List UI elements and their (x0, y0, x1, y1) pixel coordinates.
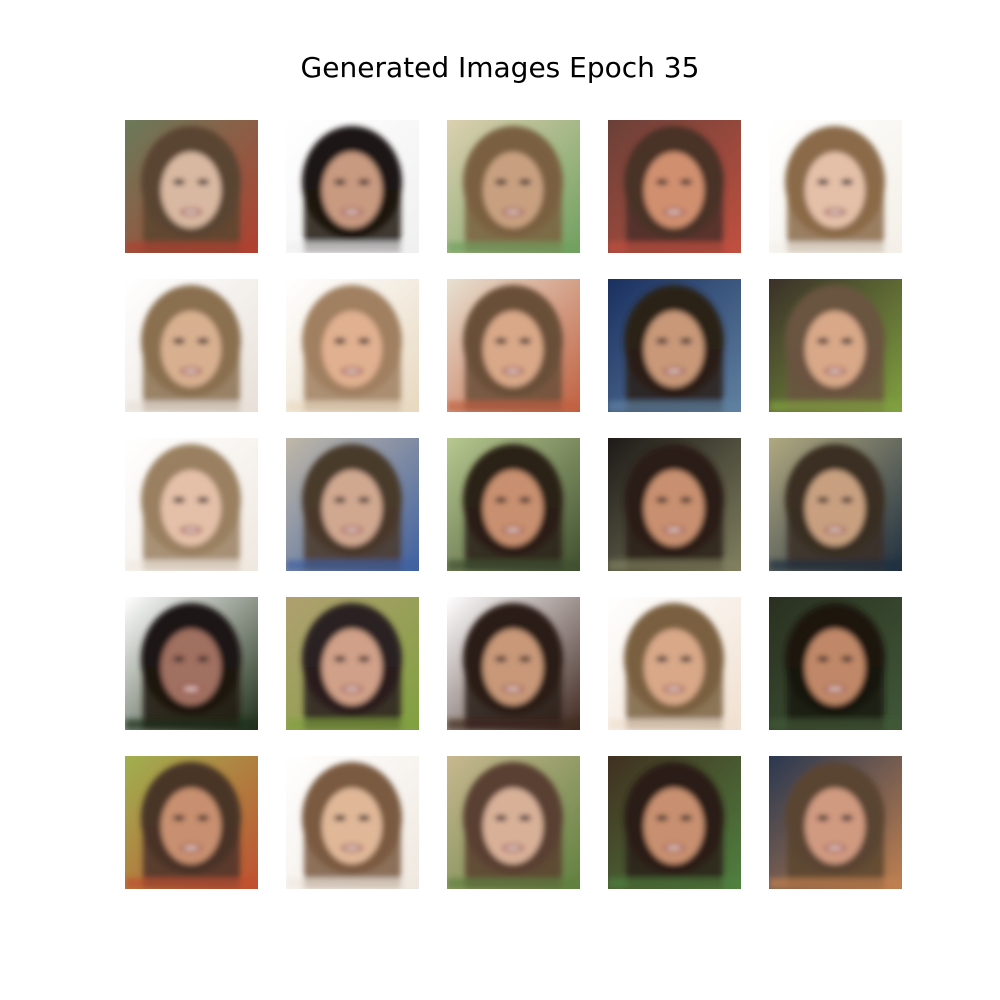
generated-image-r5-c4 (608, 756, 741, 889)
generated-image-r1-c3 (447, 120, 580, 253)
generated-image-r5-c1 (125, 756, 258, 889)
generated-image-r2-c3 (447, 279, 580, 412)
face-sample (286, 438, 419, 571)
generated-image-r2-c2 (286, 279, 419, 412)
generated-image-r2-c1 (125, 279, 258, 412)
image-grid (125, 120, 902, 889)
generated-image-r3-c2 (286, 438, 419, 571)
face-sample (769, 279, 902, 412)
face-sample (286, 279, 419, 412)
generated-image-r4-c5 (769, 597, 902, 730)
figure-title: Generated Images Epoch 35 (300, 51, 700, 84)
generated-image-r1-c2 (286, 120, 419, 253)
face-sample (608, 756, 741, 889)
face-sample (447, 438, 580, 571)
generated-image-r3-c3 (447, 438, 580, 571)
face-sample (286, 756, 419, 889)
face-sample (447, 597, 580, 730)
generated-image-r3-c5 (769, 438, 902, 571)
face-sample (608, 279, 741, 412)
generated-image-r4-c2 (286, 597, 419, 730)
face-sample (125, 756, 258, 889)
generated-image-r5-c2 (286, 756, 419, 889)
face-sample (125, 120, 258, 253)
face-sample (447, 120, 580, 253)
generated-image-r5-c5 (769, 756, 902, 889)
face-sample (769, 756, 902, 889)
face-sample (447, 756, 580, 889)
generated-image-r2-c5 (769, 279, 902, 412)
generated-image-r4-c4 (608, 597, 741, 730)
face-sample (769, 120, 902, 253)
face-sample (769, 597, 902, 730)
generated-image-r4-c3 (447, 597, 580, 730)
face-sample (608, 597, 741, 730)
face-sample (608, 438, 741, 571)
generated-image-r3-c1 (125, 438, 258, 571)
face-sample (125, 438, 258, 571)
face-sample (286, 120, 419, 253)
generated-image-r4-c1 (125, 597, 258, 730)
generated-image-r5-c3 (447, 756, 580, 889)
generated-image-r2-c4 (608, 279, 741, 412)
face-sample (125, 279, 258, 412)
generated-image-r1-c5 (769, 120, 902, 253)
face-sample (125, 597, 258, 730)
face-sample (608, 120, 741, 253)
face-sample (769, 438, 902, 571)
generated-image-r3-c4 (608, 438, 741, 571)
face-sample (447, 279, 580, 412)
generated-image-r1-c1 (125, 120, 258, 253)
face-sample (286, 597, 419, 730)
generated-image-r1-c4 (608, 120, 741, 253)
